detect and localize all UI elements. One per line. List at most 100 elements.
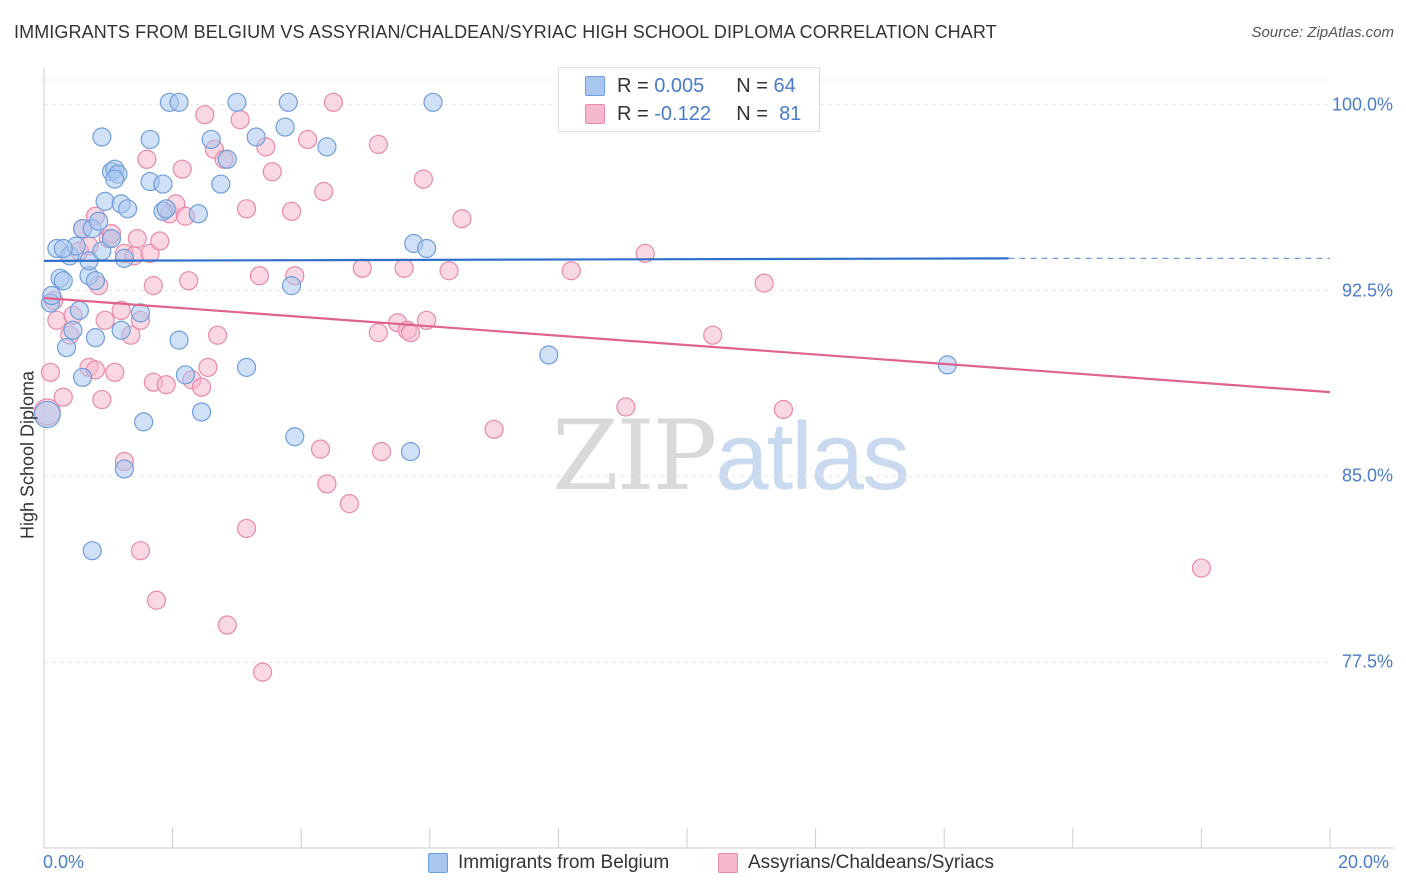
- point-assyrians: [352, 258, 372, 278]
- point-belgium: [539, 345, 559, 365]
- point-belgium: [211, 174, 231, 194]
- axes: [43, 68, 1394, 849]
- point-assyrians: [400, 323, 421, 343]
- point-belgium: [72, 367, 93, 387]
- grid-lines: [44, 79, 1330, 663]
- point-belgium: [246, 127, 266, 147]
- point-assyrians: [146, 590, 167, 610]
- x-tick-max: 20.0%: [1338, 852, 1390, 872]
- point-assyrians: [130, 541, 151, 561]
- legend-r-value-belgium: 0.005: [654, 74, 705, 97]
- legend-n-value-assyrians: 81: [779, 102, 802, 125]
- point-belgium: [33, 400, 61, 429]
- point-assyrians: [314, 181, 334, 202]
- point-assyrians: [394, 258, 414, 278]
- point-belgium: [400, 442, 421, 462]
- bottom-legend-swatch-assyrians: [718, 853, 738, 873]
- y-axis-label: High School Diploma: [17, 370, 38, 540]
- point-assyrians: [40, 362, 61, 382]
- bottom-legend-label-assyrians: Assyrians/Chaldeans/Syriacs: [748, 852, 995, 873]
- point-assyrians: [95, 310, 115, 330]
- point-belgium: [317, 137, 337, 157]
- point-assyrians: [195, 105, 215, 125]
- point-belgium: [89, 211, 109, 231]
- legend-swatch-assyrians: [585, 104, 605, 124]
- point-belgium: [134, 412, 154, 432]
- legend-row-belgium: R = 0.005 N = 64: [585, 73, 796, 99]
- point-belgium: [169, 330, 189, 350]
- point-belgium: [85, 271, 106, 291]
- stats-legend: R = 0.005 N = 64 R = -0.122 N = 81: [558, 67, 820, 132]
- point-belgium: [175, 365, 196, 385]
- point-belgium: [130, 303, 151, 323]
- point-assyrians: [47, 310, 67, 330]
- point-belgium: [227, 92, 247, 112]
- bottom-legend-assyrians[interactable]: Assyrians/Chaldeans/Syriacs: [718, 852, 994, 874]
- point-belgium: [56, 337, 77, 358]
- point-assyrians: [249, 266, 270, 286]
- point-assyrians: [236, 199, 257, 219]
- point-belgium: [95, 191, 115, 211]
- point-assyrians: [310, 439, 331, 459]
- point-assyrians: [179, 271, 199, 291]
- legend-r-label: R =: [617, 102, 649, 125]
- point-belgium: [85, 328, 106, 348]
- bottom-legend-label-belgium: Immigrants from Belgium: [458, 852, 670, 873]
- series-assyrians-points: [33, 92, 1212, 682]
- point-belgium: [140, 129, 160, 150]
- point-belgium: [278, 92, 298, 112]
- y-tick-label: 85.0%: [1341, 465, 1393, 486]
- point-assyrians: [635, 243, 655, 264]
- point-belgium: [53, 271, 73, 291]
- point-assyrians: [323, 92, 343, 112]
- point-assyrians: [253, 662, 273, 682]
- point-assyrians: [773, 399, 794, 420]
- point-assyrians: [754, 273, 774, 293]
- y-tick-label: 77.5%: [1341, 651, 1393, 672]
- point-belgium: [201, 129, 221, 150]
- point-belgium: [217, 149, 237, 169]
- point-belgium: [42, 285, 62, 306]
- watermark: ZIPatlas: [552, 400, 910, 512]
- point-assyrians: [198, 357, 218, 377]
- point-belgium: [156, 199, 176, 219]
- point-belgium: [153, 174, 173, 194]
- point-assyrians: [92, 389, 112, 410]
- point-assyrians: [561, 261, 581, 281]
- point-assyrians: [208, 325, 228, 345]
- point-assyrians: [371, 442, 392, 462]
- legend-r-value-assyrians: -0.122: [654, 102, 711, 125]
- point-assyrians: [484, 419, 504, 439]
- point-assyrians: [127, 228, 147, 249]
- legend-row-assyrians: R = -0.122 N = 81: [585, 101, 801, 127]
- point-belgium: [275, 117, 295, 137]
- point-assyrians: [616, 397, 636, 417]
- point-belgium: [53, 238, 73, 259]
- point-assyrians: [137, 149, 157, 169]
- legend-r-label: R =: [617, 74, 649, 97]
- point-belgium: [188, 204, 208, 224]
- point-belgium: [111, 320, 131, 340]
- x-tick-min: 0.0%: [43, 852, 85, 872]
- point-belgium: [281, 276, 302, 296]
- point-assyrians: [191, 377, 212, 397]
- source-label: Source: ZipAtlas.com: [1251, 24, 1394, 41]
- trend-lines: [43, 257, 1331, 394]
- point-assyrians: [105, 362, 125, 382]
- point-belgium: [416, 238, 437, 259]
- point-assyrians: [172, 159, 192, 179]
- point-assyrians: [1191, 558, 1212, 578]
- point-belgium: [114, 459, 134, 479]
- point-assyrians: [262, 162, 282, 182]
- point-assyrians: [281, 201, 302, 221]
- trend-line-belgium: [43, 257, 1009, 262]
- trend-line-assyrians: [43, 296, 1331, 394]
- y-tick-label: 92.5%: [1341, 280, 1393, 301]
- point-assyrians: [53, 387, 73, 407]
- legend-n-label: N =: [736, 102, 768, 125]
- point-assyrians: [368, 323, 388, 343]
- point-belgium: [423, 92, 443, 112]
- bottom-legend-belgium[interactable]: Immigrants from Belgium: [428, 852, 669, 874]
- point-assyrians: [413, 169, 433, 189]
- point-belgium: [63, 320, 83, 340]
